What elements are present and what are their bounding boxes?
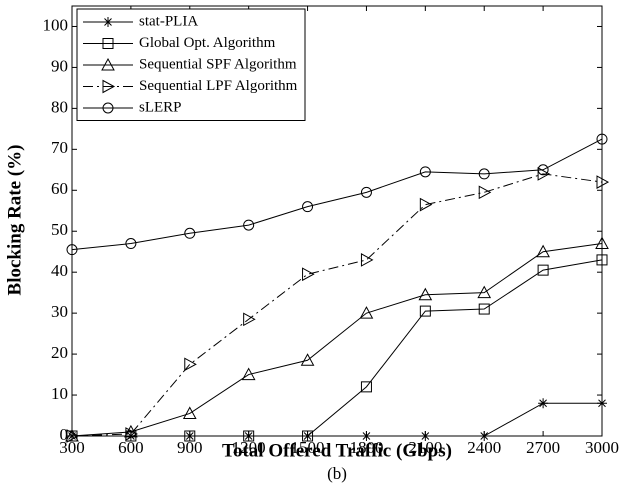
- y-tick-label: 30: [51, 302, 68, 321]
- marker: [184, 430, 196, 442]
- legend-label: stat-PLIA: [139, 13, 198, 29]
- marker: [595, 236, 609, 250]
- marker: [302, 267, 315, 282]
- marker: [597, 398, 607, 409]
- marker: [419, 166, 431, 178]
- marker: [360, 253, 374, 267]
- y-tick-label: 100: [43, 15, 69, 34]
- marker: [184, 227, 196, 239]
- marker: [477, 285, 492, 299]
- x-tick-label: 3000: [585, 438, 619, 457]
- marker: [184, 357, 197, 372]
- marker: [243, 219, 255, 231]
- series-line: [71, 138, 603, 251]
- subtitle: (b): [327, 464, 347, 483]
- y-tick-label: 40: [51, 261, 68, 280]
- series-line: [72, 402, 602, 437]
- marker: [243, 312, 256, 327]
- marker: [596, 133, 608, 145]
- marker: [361, 431, 372, 441]
- x-tick-label: 900: [177, 438, 203, 457]
- y-axis-label: Blocking Rate (%): [4, 145, 25, 296]
- marker: [418, 287, 433, 301]
- y-tick-label: 70: [51, 138, 68, 157]
- y-tick-label: 10: [51, 384, 68, 403]
- legend-label: sLERP: [139, 99, 182, 115]
- marker: [538, 398, 549, 409]
- marker: [537, 167, 551, 181]
- legend-label: Sequential LPF Algorithm: [139, 78, 298, 94]
- marker: [102, 38, 114, 49]
- marker: [536, 244, 550, 258]
- marker: [596, 254, 608, 266]
- y-tick-label: 50: [51, 220, 68, 239]
- x-tick-label: 1800: [349, 438, 383, 457]
- marker: [360, 186, 372, 198]
- x-tick-label: 2400: [467, 438, 501, 457]
- y-tick-label: 60: [51, 179, 68, 198]
- y-tick-label: 20: [51, 343, 68, 362]
- marker: [479, 431, 490, 441]
- marker: [478, 303, 490, 315]
- marker: [125, 238, 137, 250]
- x-tick-label: 2700: [526, 438, 560, 457]
- x-tick-label: 2100: [408, 438, 442, 457]
- marker: [478, 168, 490, 180]
- marker: [302, 430, 314, 442]
- marker: [596, 175, 610, 189]
- legend-label: Global Opt. Algorithm: [139, 35, 276, 51]
- x-tick-label: 300: [59, 438, 85, 457]
- marker: [241, 367, 256, 381]
- x-tick-label: 600: [118, 438, 144, 457]
- series-line: [72, 259, 603, 437]
- marker: [66, 244, 78, 256]
- marker: [359, 306, 374, 319]
- legend-label: Sequential SPF Algorithm: [139, 56, 297, 72]
- marker: [243, 430, 255, 442]
- x-axis-label: Total Offered Traffic (Gbps): [222, 440, 452, 461]
- y-tick-label: 90: [51, 56, 68, 75]
- marker: [478, 185, 492, 200]
- marker: [102, 79, 116, 94]
- marker: [125, 427, 138, 441]
- x-tick-label: 1200: [232, 438, 266, 457]
- marker: [420, 431, 431, 441]
- marker: [537, 264, 549, 276]
- y-tick-label: 80: [51, 97, 68, 116]
- marker: [419, 197, 433, 212]
- marker: [537, 164, 549, 176]
- x-tick-label: 1500: [291, 438, 325, 457]
- marker: [182, 406, 197, 419]
- series-line: [71, 173, 603, 437]
- marker: [66, 429, 80, 443]
- marker: [300, 353, 315, 366]
- marker: [419, 305, 431, 317]
- marker: [102, 102, 114, 114]
- series-line: [71, 243, 603, 437]
- marker: [103, 17, 113, 27]
- y-tick-label: 0: [60, 425, 69, 444]
- marker: [101, 57, 115, 71]
- marker: [302, 201, 314, 213]
- marker: [360, 381, 372, 393]
